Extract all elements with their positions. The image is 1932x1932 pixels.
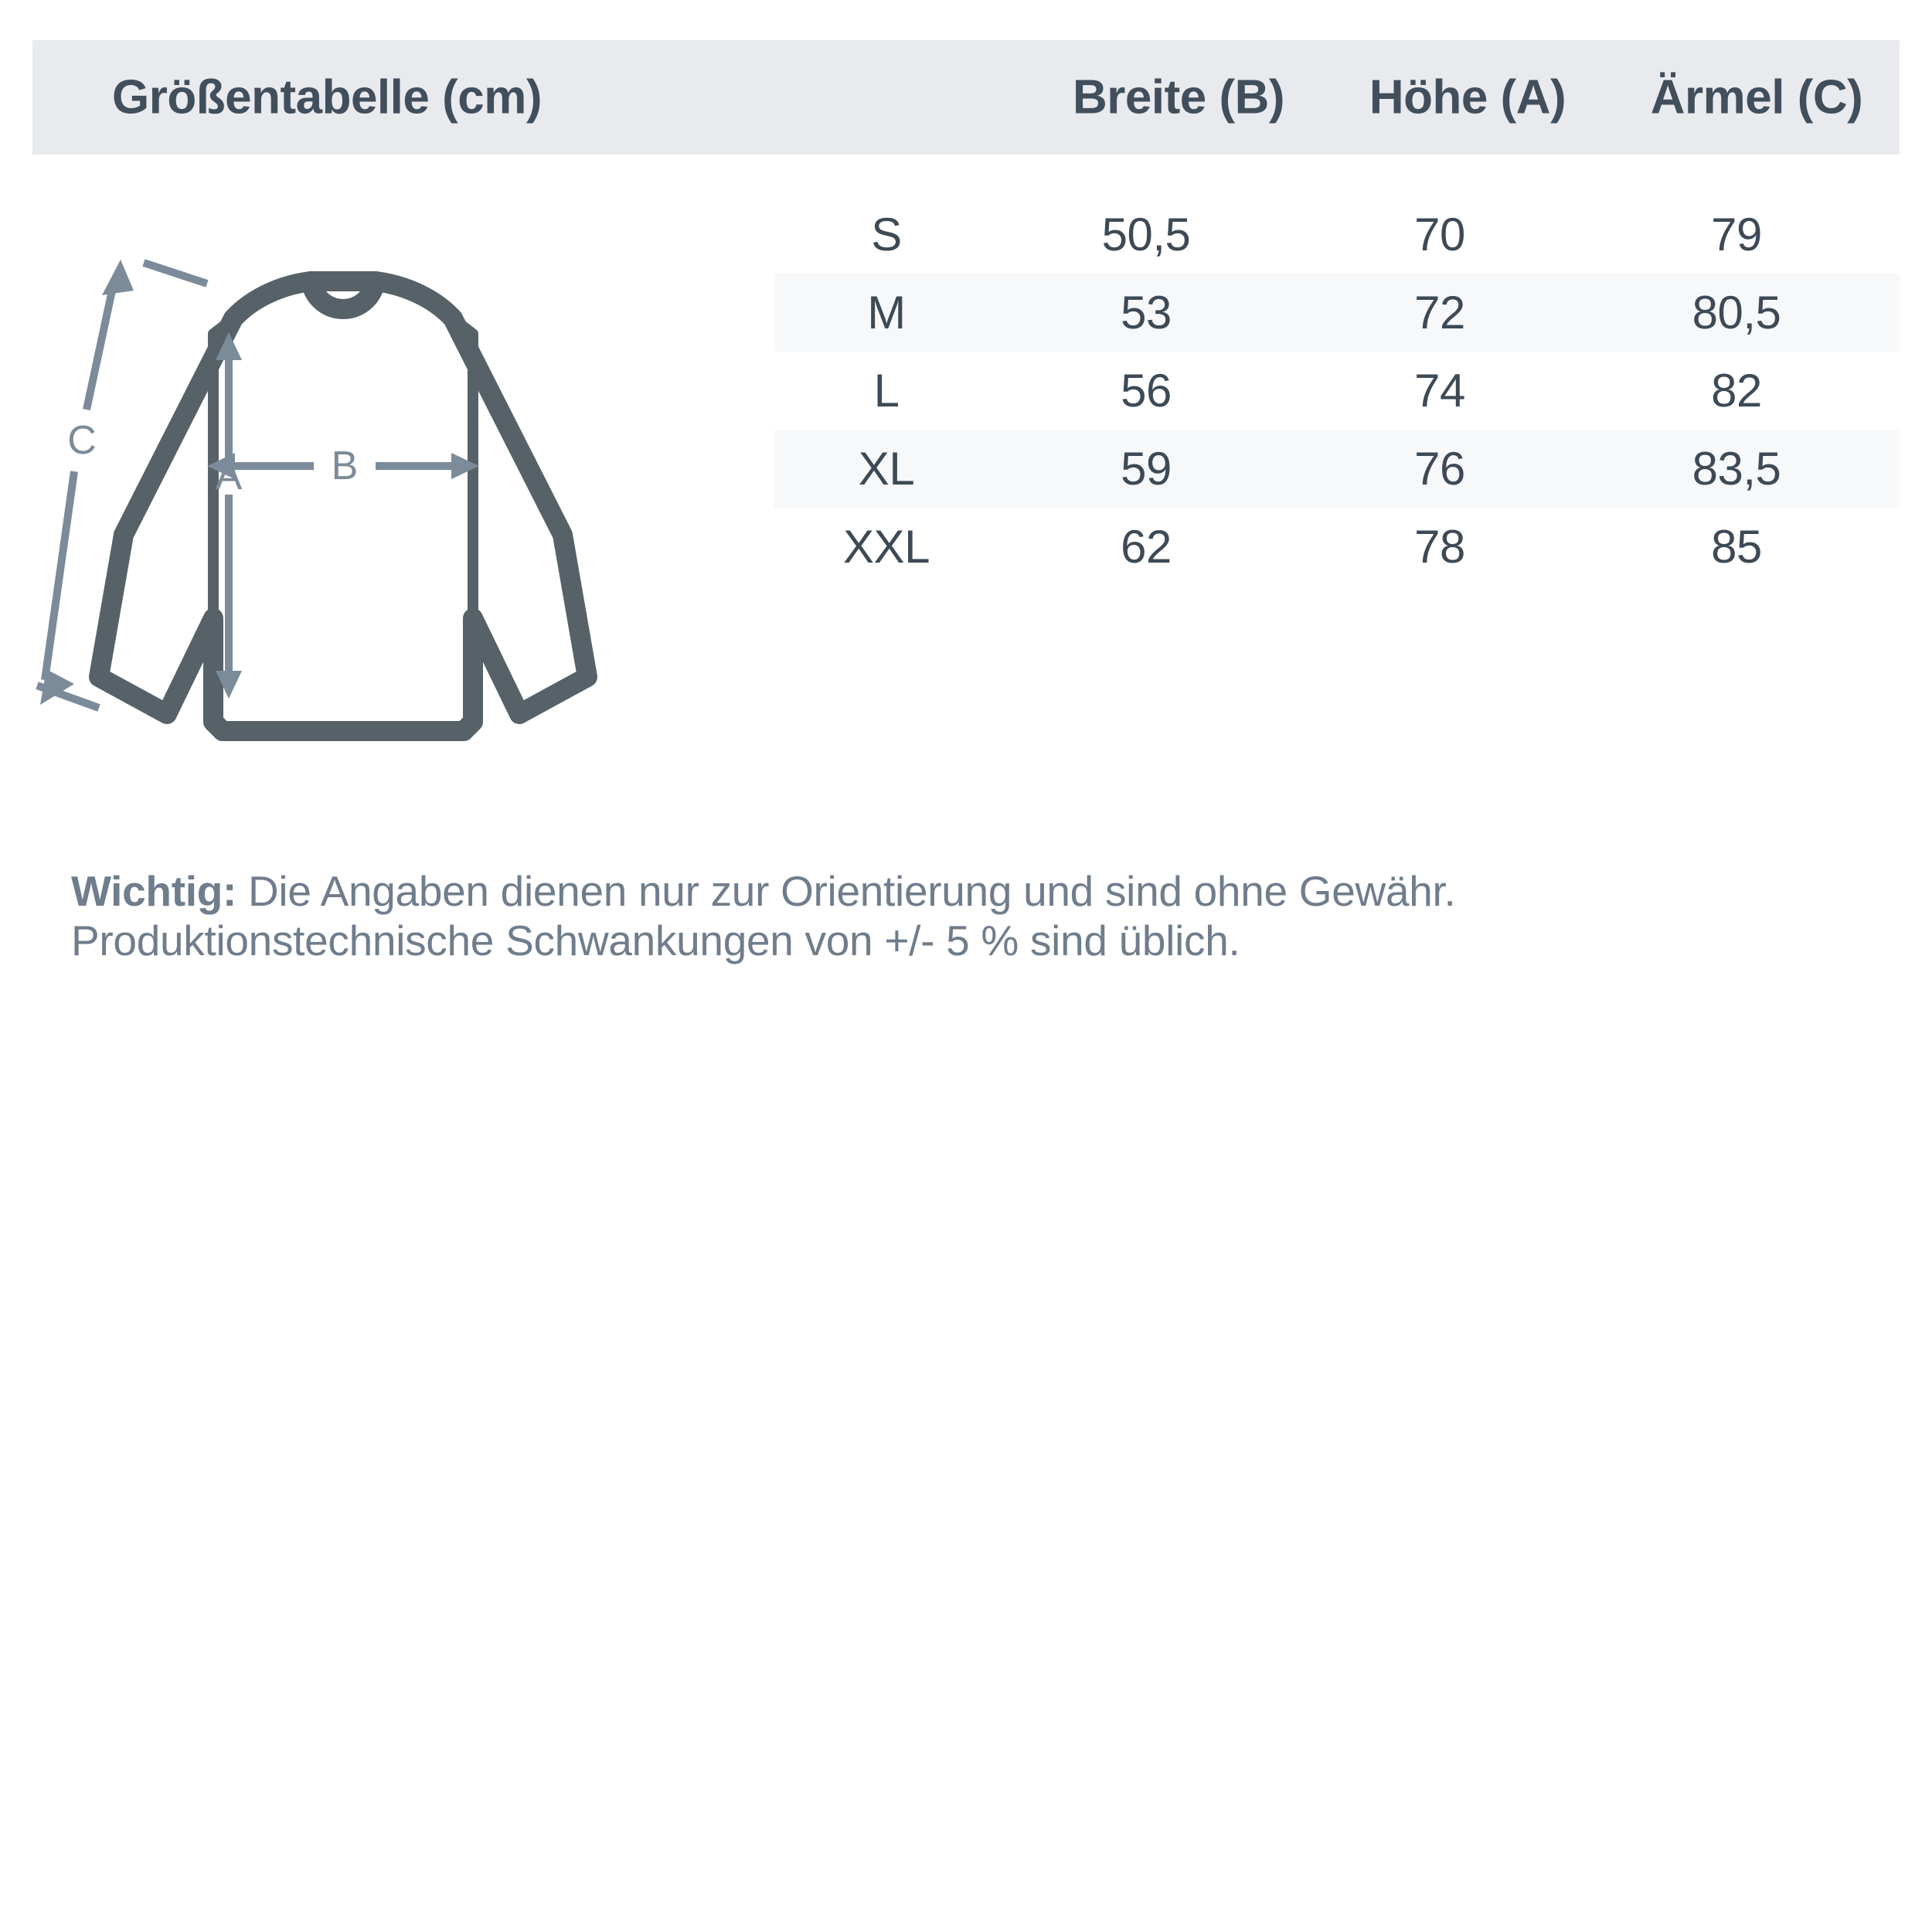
cell-sleeve: 82: [1711, 364, 1762, 417]
table-row: XXL 62 78 85: [774, 508, 1900, 586]
dimension-label-a: A: [216, 454, 243, 498]
cell-sleeve: 80,5: [1692, 286, 1781, 338]
cell-size: XXL: [843, 520, 930, 573]
cell-sleeve: 85: [1711, 520, 1762, 573]
dimension-label-c: C: [67, 418, 97, 463]
table-row: S 50,5 70 79: [774, 196, 1900, 274]
cell-sleeve: 83,5: [1692, 442, 1781, 495]
column-header-sleeve: Ärmel (C): [1650, 70, 1863, 124]
cell-height: 70: [1414, 208, 1465, 260]
disclaimer-note: Wichtig: Die Angaben dienen nur zur Orie…: [71, 867, 1872, 966]
cell-size: S: [871, 208, 902, 260]
cell-sleeve: 79: [1711, 208, 1762, 260]
cell-width: 62: [1121, 520, 1172, 573]
column-header-height: Höhe (A): [1369, 70, 1566, 124]
sweater-outline-icon: [89, 271, 597, 741]
cell-width: 50,5: [1101, 208, 1191, 260]
cell-width: 53: [1121, 286, 1172, 338]
cell-width: 56: [1121, 364, 1172, 417]
disclaimer-emphasis: Wichtig:: [71, 867, 237, 915]
cell-width: 59: [1121, 442, 1172, 495]
dimension-arrow-c: [36, 259, 209, 712]
disclaimer-line-1: Wichtig: Die Angaben dienen nur zur Orie…: [71, 867, 1872, 917]
cell-size: XL: [858, 442, 915, 495]
garment-measurement-diagram: B A C: [31, 247, 773, 819]
cell-height: 78: [1414, 520, 1465, 573]
column-headers: Breite (B) Höhe (A) Ärmel (C): [1032, 70, 1903, 125]
cell-size: L: [873, 364, 900, 417]
size-table: S 50,5 70 79 M 53 72 80,5 L 56 74 82 XL …: [774, 196, 1900, 586]
cell-height: 72: [1414, 286, 1465, 338]
dimension-arrow-b: [207, 453, 479, 479]
dimension-arrow-a: [216, 332, 242, 699]
disclaimer-line-2: Produktionstechnische Schwankungen von +…: [71, 916, 1240, 964]
table-row: XL 59 76 83,5: [774, 430, 1900, 508]
table-row: M 53 72 80,5: [774, 274, 1900, 352]
dimension-label-b: B: [332, 444, 359, 488]
cell-height: 76: [1414, 442, 1465, 495]
cell-height: 74: [1414, 364, 1465, 417]
cell-size: M: [867, 286, 906, 338]
disclaimer-text-1: Die Angaben dienen nur zur Orientierung …: [236, 867, 1456, 915]
column-header-width: Breite (B): [1072, 70, 1285, 124]
page-title: Größentabelle (cm): [112, 70, 543, 124]
table-header-band: Größentabelle (cm) Breite (B) Höhe (A) Ä…: [32, 40, 1900, 155]
table-row: L 56 74 82: [774, 352, 1900, 430]
